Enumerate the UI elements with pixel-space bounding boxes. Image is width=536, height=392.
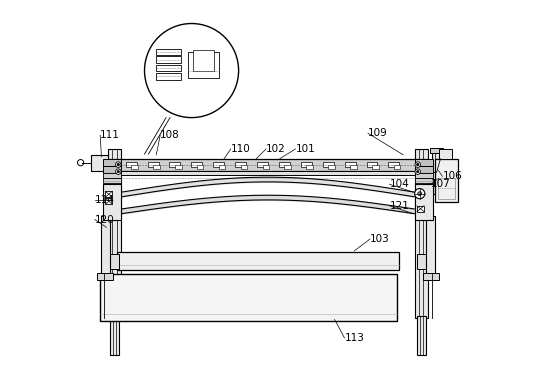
Circle shape <box>416 163 419 166</box>
Text: 121: 121 <box>390 201 410 211</box>
Bar <box>417 206 424 212</box>
Text: 113: 113 <box>345 333 364 343</box>
Bar <box>241 165 247 169</box>
Bar <box>98 273 113 280</box>
Bar <box>328 165 335 169</box>
Bar <box>108 171 428 175</box>
Bar <box>108 159 428 171</box>
Bar <box>193 50 214 71</box>
Bar <box>415 178 434 183</box>
Bar <box>213 162 224 167</box>
Text: 101: 101 <box>295 144 315 154</box>
Ellipse shape <box>145 24 239 118</box>
Bar <box>426 216 435 274</box>
Text: 106: 106 <box>442 171 462 181</box>
Bar <box>102 178 121 183</box>
Bar <box>307 165 313 169</box>
Bar <box>415 184 434 220</box>
Bar <box>279 162 290 167</box>
Bar <box>367 162 377 167</box>
Bar <box>415 159 434 166</box>
Bar <box>131 165 138 169</box>
Circle shape <box>418 192 422 196</box>
Text: 108: 108 <box>160 130 180 140</box>
Bar <box>257 162 268 167</box>
Text: 103: 103 <box>370 234 390 244</box>
Bar <box>147 162 159 167</box>
Bar <box>102 173 121 178</box>
Text: 110: 110 <box>231 144 250 154</box>
Bar <box>438 178 456 199</box>
Circle shape <box>116 162 121 167</box>
Circle shape <box>117 163 120 166</box>
Circle shape <box>116 169 121 174</box>
Bar <box>423 273 438 280</box>
Text: 109: 109 <box>368 128 388 138</box>
Bar <box>350 165 356 169</box>
Bar <box>102 184 121 220</box>
Text: 114: 114 <box>95 195 115 205</box>
Bar <box>126 162 137 167</box>
Bar <box>191 162 203 167</box>
Circle shape <box>415 169 420 174</box>
Bar <box>432 151 441 194</box>
Text: 107: 107 <box>431 179 450 189</box>
Bar <box>157 49 181 55</box>
Bar <box>91 155 108 171</box>
Bar <box>415 173 434 178</box>
Bar <box>108 149 121 318</box>
Text: 111: 111 <box>100 130 120 140</box>
Bar <box>153 165 160 169</box>
Bar <box>323 162 334 167</box>
Bar <box>157 56 181 63</box>
Bar <box>285 165 291 169</box>
Bar <box>435 159 458 202</box>
Bar <box>175 165 182 169</box>
Bar <box>100 274 397 321</box>
Circle shape <box>415 189 425 199</box>
Text: 120: 120 <box>95 214 115 225</box>
Bar <box>301 162 312 167</box>
Bar <box>101 216 110 274</box>
Bar <box>389 162 399 167</box>
Circle shape <box>117 171 120 173</box>
Bar <box>394 165 400 169</box>
Bar <box>197 165 204 169</box>
Bar <box>169 162 181 167</box>
Bar <box>188 52 219 78</box>
Circle shape <box>415 162 420 167</box>
Bar <box>117 252 399 270</box>
Bar <box>416 316 426 355</box>
Bar <box>107 254 119 269</box>
Bar <box>417 254 429 269</box>
Bar <box>429 148 443 153</box>
Bar <box>110 316 120 355</box>
Bar <box>102 159 121 166</box>
Bar <box>157 65 181 71</box>
Bar <box>105 191 113 197</box>
Bar <box>157 73 181 80</box>
Bar <box>263 165 269 169</box>
Bar <box>105 198 113 204</box>
Bar <box>102 166 121 173</box>
Bar <box>345 162 355 167</box>
Circle shape <box>78 160 84 166</box>
Bar <box>415 166 434 173</box>
Bar <box>372 165 378 169</box>
Circle shape <box>416 171 419 173</box>
Bar <box>438 149 452 159</box>
Bar <box>415 149 428 318</box>
Text: 102: 102 <box>266 144 286 154</box>
Text: 104: 104 <box>390 179 410 189</box>
Bar <box>219 165 225 169</box>
Bar <box>235 162 246 167</box>
